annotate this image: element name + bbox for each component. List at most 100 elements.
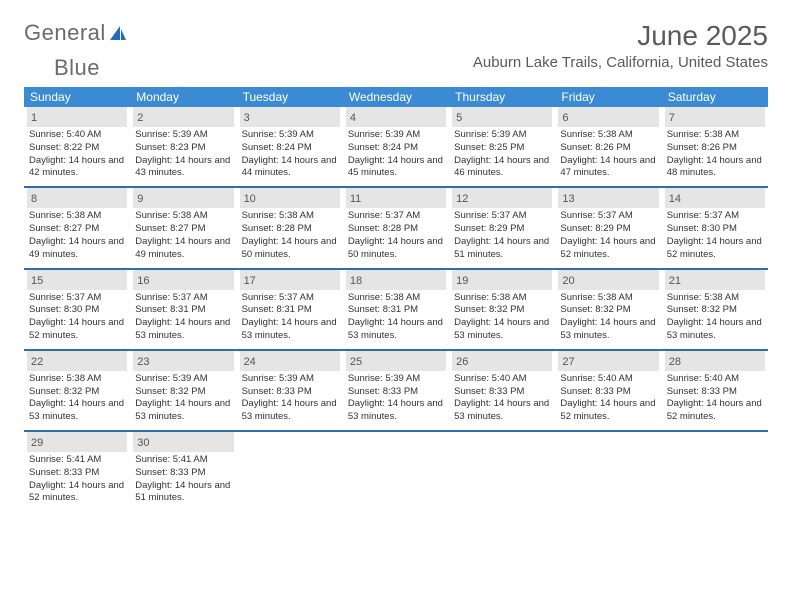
sunrise-line: Sunrise: 5:37 AM	[454, 210, 550, 223]
sunset-line: Sunset: 8:27 PM	[29, 223, 125, 236]
sunrise-line: Sunrise: 5:39 AM	[135, 373, 231, 386]
daylight-line: Daylight: 14 hours and 53 minutes.	[667, 317, 763, 343]
day-body: Sunrise: 5:38 AMSunset: 8:32 PMDaylight:…	[27, 373, 127, 424]
day-body: Sunrise: 5:41 AMSunset: 8:33 PMDaylight:…	[27, 454, 127, 505]
sunset-line: Sunset: 8:33 PM	[29, 467, 125, 480]
day-body: Sunrise: 5:39 AMSunset: 8:24 PMDaylight:…	[240, 129, 340, 180]
sunset-line: Sunset: 8:28 PM	[348, 223, 444, 236]
dow-cell: Wednesday	[343, 87, 449, 107]
logo-text-b: Blue	[54, 55, 768, 81]
sunset-line: Sunset: 8:30 PM	[29, 304, 125, 317]
day-body: Sunrise: 5:37 AMSunset: 8:31 PMDaylight:…	[133, 292, 233, 343]
daylight-line: Daylight: 14 hours and 51 minutes.	[135, 480, 231, 506]
day-num-wrap: 14	[665, 188, 765, 208]
sunrise-line: Sunrise: 5:38 AM	[29, 210, 125, 223]
sunset-line: Sunset: 8:32 PM	[135, 386, 231, 399]
sunrise-line: Sunrise: 5:37 AM	[560, 210, 656, 223]
daylight-line: Daylight: 14 hours and 51 minutes.	[454, 236, 550, 262]
day-body: Sunrise: 5:37 AMSunset: 8:29 PMDaylight:…	[452, 210, 552, 261]
week-row: 15 Sunrise: 5:37 AMSunset: 8:30 PM Dayligh…	[24, 270, 768, 351]
daylight-line: Daylight: 14 hours and 47 minutes.	[560, 155, 656, 181]
day-cell: 23 Sunrise: 5:39 AMSunset: 8:32 PMDayligh…	[130, 351, 236, 430]
day-number: 18	[350, 275, 362, 287]
day-number: 30	[137, 437, 149, 449]
daylight-line: Daylight: 14 hours and 53 minutes.	[242, 317, 338, 343]
day-num-wrap: 3	[240, 107, 340, 127]
sunrise-line: Sunrise: 5:38 AM	[560, 292, 656, 305]
day-number: 1	[31, 112, 37, 124]
day-cell: 28Sunrise: 5:40 AMSunset: 8:33 PMDayligh…	[662, 351, 768, 430]
day-cell: 2Sunrise: 5:39 AMSunset: 8:23 PMDaylight…	[130, 107, 236, 186]
day-cell: 22 Sunrise: 5:38 AMSunset: 8:32 PMDayligh…	[24, 351, 130, 430]
day-cell: 6Sunrise: 5:38 AMSunset: 8:26 PMDaylight…	[555, 107, 661, 186]
day-num-wrap: 21	[665, 270, 765, 290]
day-body: Sunrise: 5:40 AMSunset: 8:33 PMDaylight:…	[452, 373, 552, 424]
sunrise-line: Sunrise: 5:40 AM	[454, 373, 550, 386]
day-body: Sunrise: 5:38 AMSunset: 8:26 PMDaylight:…	[665, 129, 765, 180]
day-number: 22	[31, 356, 43, 368]
day-num-wrap: 4	[346, 107, 446, 127]
day-cell: 16 Sunrise: 5:37 AMSunset: 8:31 PMDayligh…	[130, 270, 236, 349]
daylight-line: Daylight: 14 hours and 52 minutes.	[560, 236, 656, 262]
day-number: 20	[562, 275, 574, 287]
day-number: 6	[562, 112, 568, 124]
day-body: Sunrise: 5:37 AMSunset: 8:28 PMDaylight:…	[346, 210, 446, 261]
day-number: 25	[350, 356, 362, 368]
day-cell: 29Sunrise: 5:41 AMSunset: 8:33 PMDayligh…	[24, 432, 130, 511]
sunrise-line: Sunrise: 5:38 AM	[560, 129, 656, 142]
sunrise-line: Sunrise: 5:38 AM	[667, 292, 763, 305]
day-num-wrap: 13	[558, 188, 658, 208]
day-num-wrap: 15	[27, 270, 127, 290]
sunrise-line: Sunrise: 5:40 AM	[29, 129, 125, 142]
daylight-line: Daylight: 14 hours and 49 minutes.	[135, 236, 231, 262]
daylight-line: Daylight: 14 hours and 53 minutes.	[348, 398, 444, 424]
day-cell: 9Sunrise: 5:38 AMSunset: 8:27 PMDaylight…	[130, 188, 236, 267]
day-num-wrap: 7	[665, 107, 765, 127]
day-num-wrap: 26	[452, 351, 552, 371]
day-num-wrap: 29	[27, 432, 127, 452]
dow-cell: Monday	[130, 87, 236, 107]
weeks-container: 1Sunrise: 5:40 AMSunset: 8:22 PMDaylight…	[24, 107, 768, 511]
day-num-wrap: 10	[240, 188, 340, 208]
daylight-line: Daylight: 14 hours and 52 minutes.	[667, 398, 763, 424]
day-cell: 21Sunrise: 5:38 AMSunset: 8:32 PMDayligh…	[662, 270, 768, 349]
day-number: 26	[456, 356, 468, 368]
daylight-line: Daylight: 14 hours and 52 minutes.	[667, 236, 763, 262]
daylight-line: Daylight: 14 hours and 42 minutes.	[29, 155, 125, 181]
sunset-line: Sunset: 8:33 PM	[135, 467, 231, 480]
day-num-wrap: 8	[27, 188, 127, 208]
day-num-wrap: 1	[27, 107, 127, 127]
logo-text-a: General	[24, 20, 106, 46]
sunrise-line: Sunrise: 5:37 AM	[29, 292, 125, 305]
day-number: 15	[31, 275, 43, 287]
day-body: Sunrise: 5:39 AMSunset: 8:32 PMDaylight:…	[133, 373, 233, 424]
week-row: 29Sunrise: 5:41 AMSunset: 8:33 PMDayligh…	[24, 432, 768, 511]
day-body: Sunrise: 5:38 AMSunset: 8:31 PMDaylight:…	[346, 292, 446, 343]
day-body: Sunrise: 5:39 AMSunset: 8:23 PMDaylight:…	[133, 129, 233, 180]
sunset-line: Sunset: 8:33 PM	[667, 386, 763, 399]
day-cell: 7Sunrise: 5:38 AMSunset: 8:26 PMDaylight…	[662, 107, 768, 186]
day-body: Sunrise: 5:39 AMSunset: 8:33 PMDaylight:…	[346, 373, 446, 424]
day-num-wrap: 6	[558, 107, 658, 127]
day-cell: 18 Sunrise: 5:38 AMSunset: 8:31 PMDayligh…	[343, 270, 449, 349]
day-cell: 24Sunrise: 5:39 AMSunset: 8:33 PMDayligh…	[237, 351, 343, 430]
sunset-line: Sunset: 8:27 PM	[135, 223, 231, 236]
day-body: Sunrise: 5:37 AMSunset: 8:30 PMDaylight:…	[665, 210, 765, 261]
day-body: Sunrise: 5:39 AMSunset: 8:25 PMDaylight:…	[452, 129, 552, 180]
daylight-line: Daylight: 14 hours and 48 minutes.	[667, 155, 763, 181]
day-number: 16	[137, 275, 149, 287]
day-number: 4	[350, 112, 356, 124]
day-num-wrap: 20	[558, 270, 658, 290]
day-cell: 17Sunrise: 5:37 AMSunset: 8:31 PMDayligh…	[237, 270, 343, 349]
day-number: 23	[137, 356, 149, 368]
day-body: Sunrise: 5:40 AMSunset: 8:33 PMDaylight:…	[558, 373, 658, 424]
daylight-line: Daylight: 14 hours and 53 minutes.	[348, 317, 444, 343]
daylight-line: Daylight: 14 hours and 44 minutes.	[242, 155, 338, 181]
sunset-line: Sunset: 8:28 PM	[242, 223, 338, 236]
day-number: 19	[456, 275, 468, 287]
day-number: 9	[137, 193, 143, 205]
day-number: 24	[244, 356, 256, 368]
day-num-wrap: 30	[133, 432, 233, 452]
day-number: 5	[456, 112, 462, 124]
day-cell: 10Sunrise: 5:38 AMSunset: 8:28 PMDayligh…	[237, 188, 343, 267]
